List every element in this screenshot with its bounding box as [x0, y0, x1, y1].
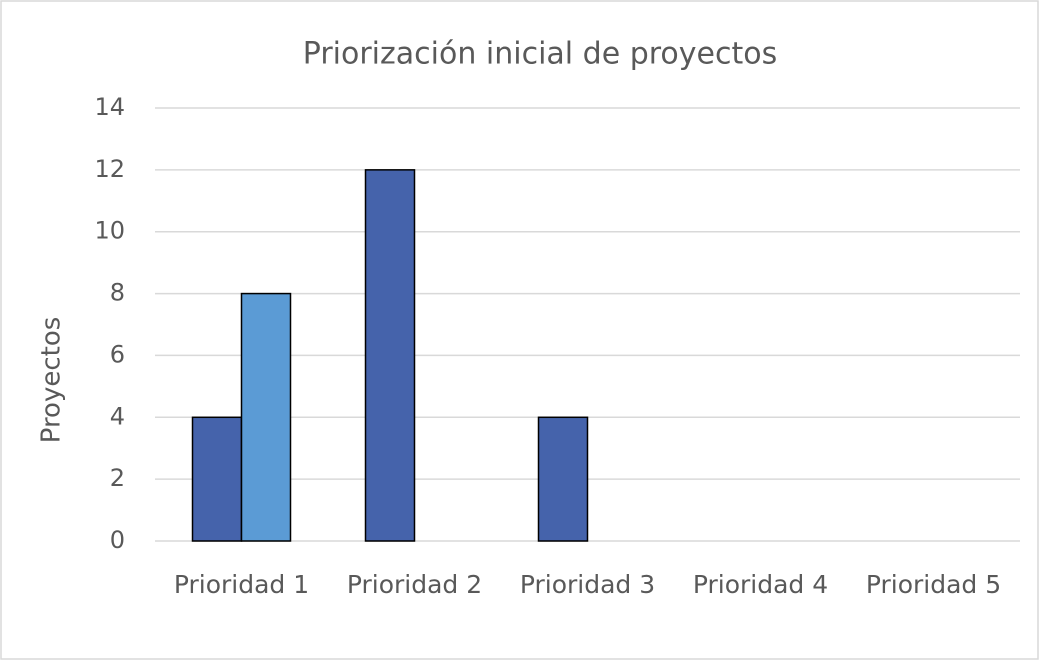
y-tick-label: 4 [110, 402, 125, 430]
y-tick-label: 10 [94, 217, 125, 245]
chart-title: Priorización inicial de proyectos [303, 37, 777, 72]
bar [364, 169, 416, 542]
y-tick-label: 0 [110, 526, 125, 554]
x-tick-label: Prioridad 5 [865, 570, 1002, 599]
y-tick-label: 6 [110, 340, 125, 368]
bar [537, 416, 589, 542]
y-tick-label: 12 [94, 155, 125, 183]
bar [191, 416, 243, 542]
x-tick-label: Prioridad 4 [692, 570, 829, 599]
y-tick-label: 14 [94, 93, 125, 121]
y-axis-label: Proyectos [37, 317, 67, 444]
y-tick-label: 8 [110, 279, 125, 307]
x-tick-label: Prioridad 2 [346, 570, 483, 599]
x-tick-label: Prioridad 3 [519, 570, 656, 599]
bar [240, 292, 292, 542]
x-tick-label: Prioridad 1 [173, 570, 310, 599]
y-tick-label: 2 [110, 464, 125, 492]
